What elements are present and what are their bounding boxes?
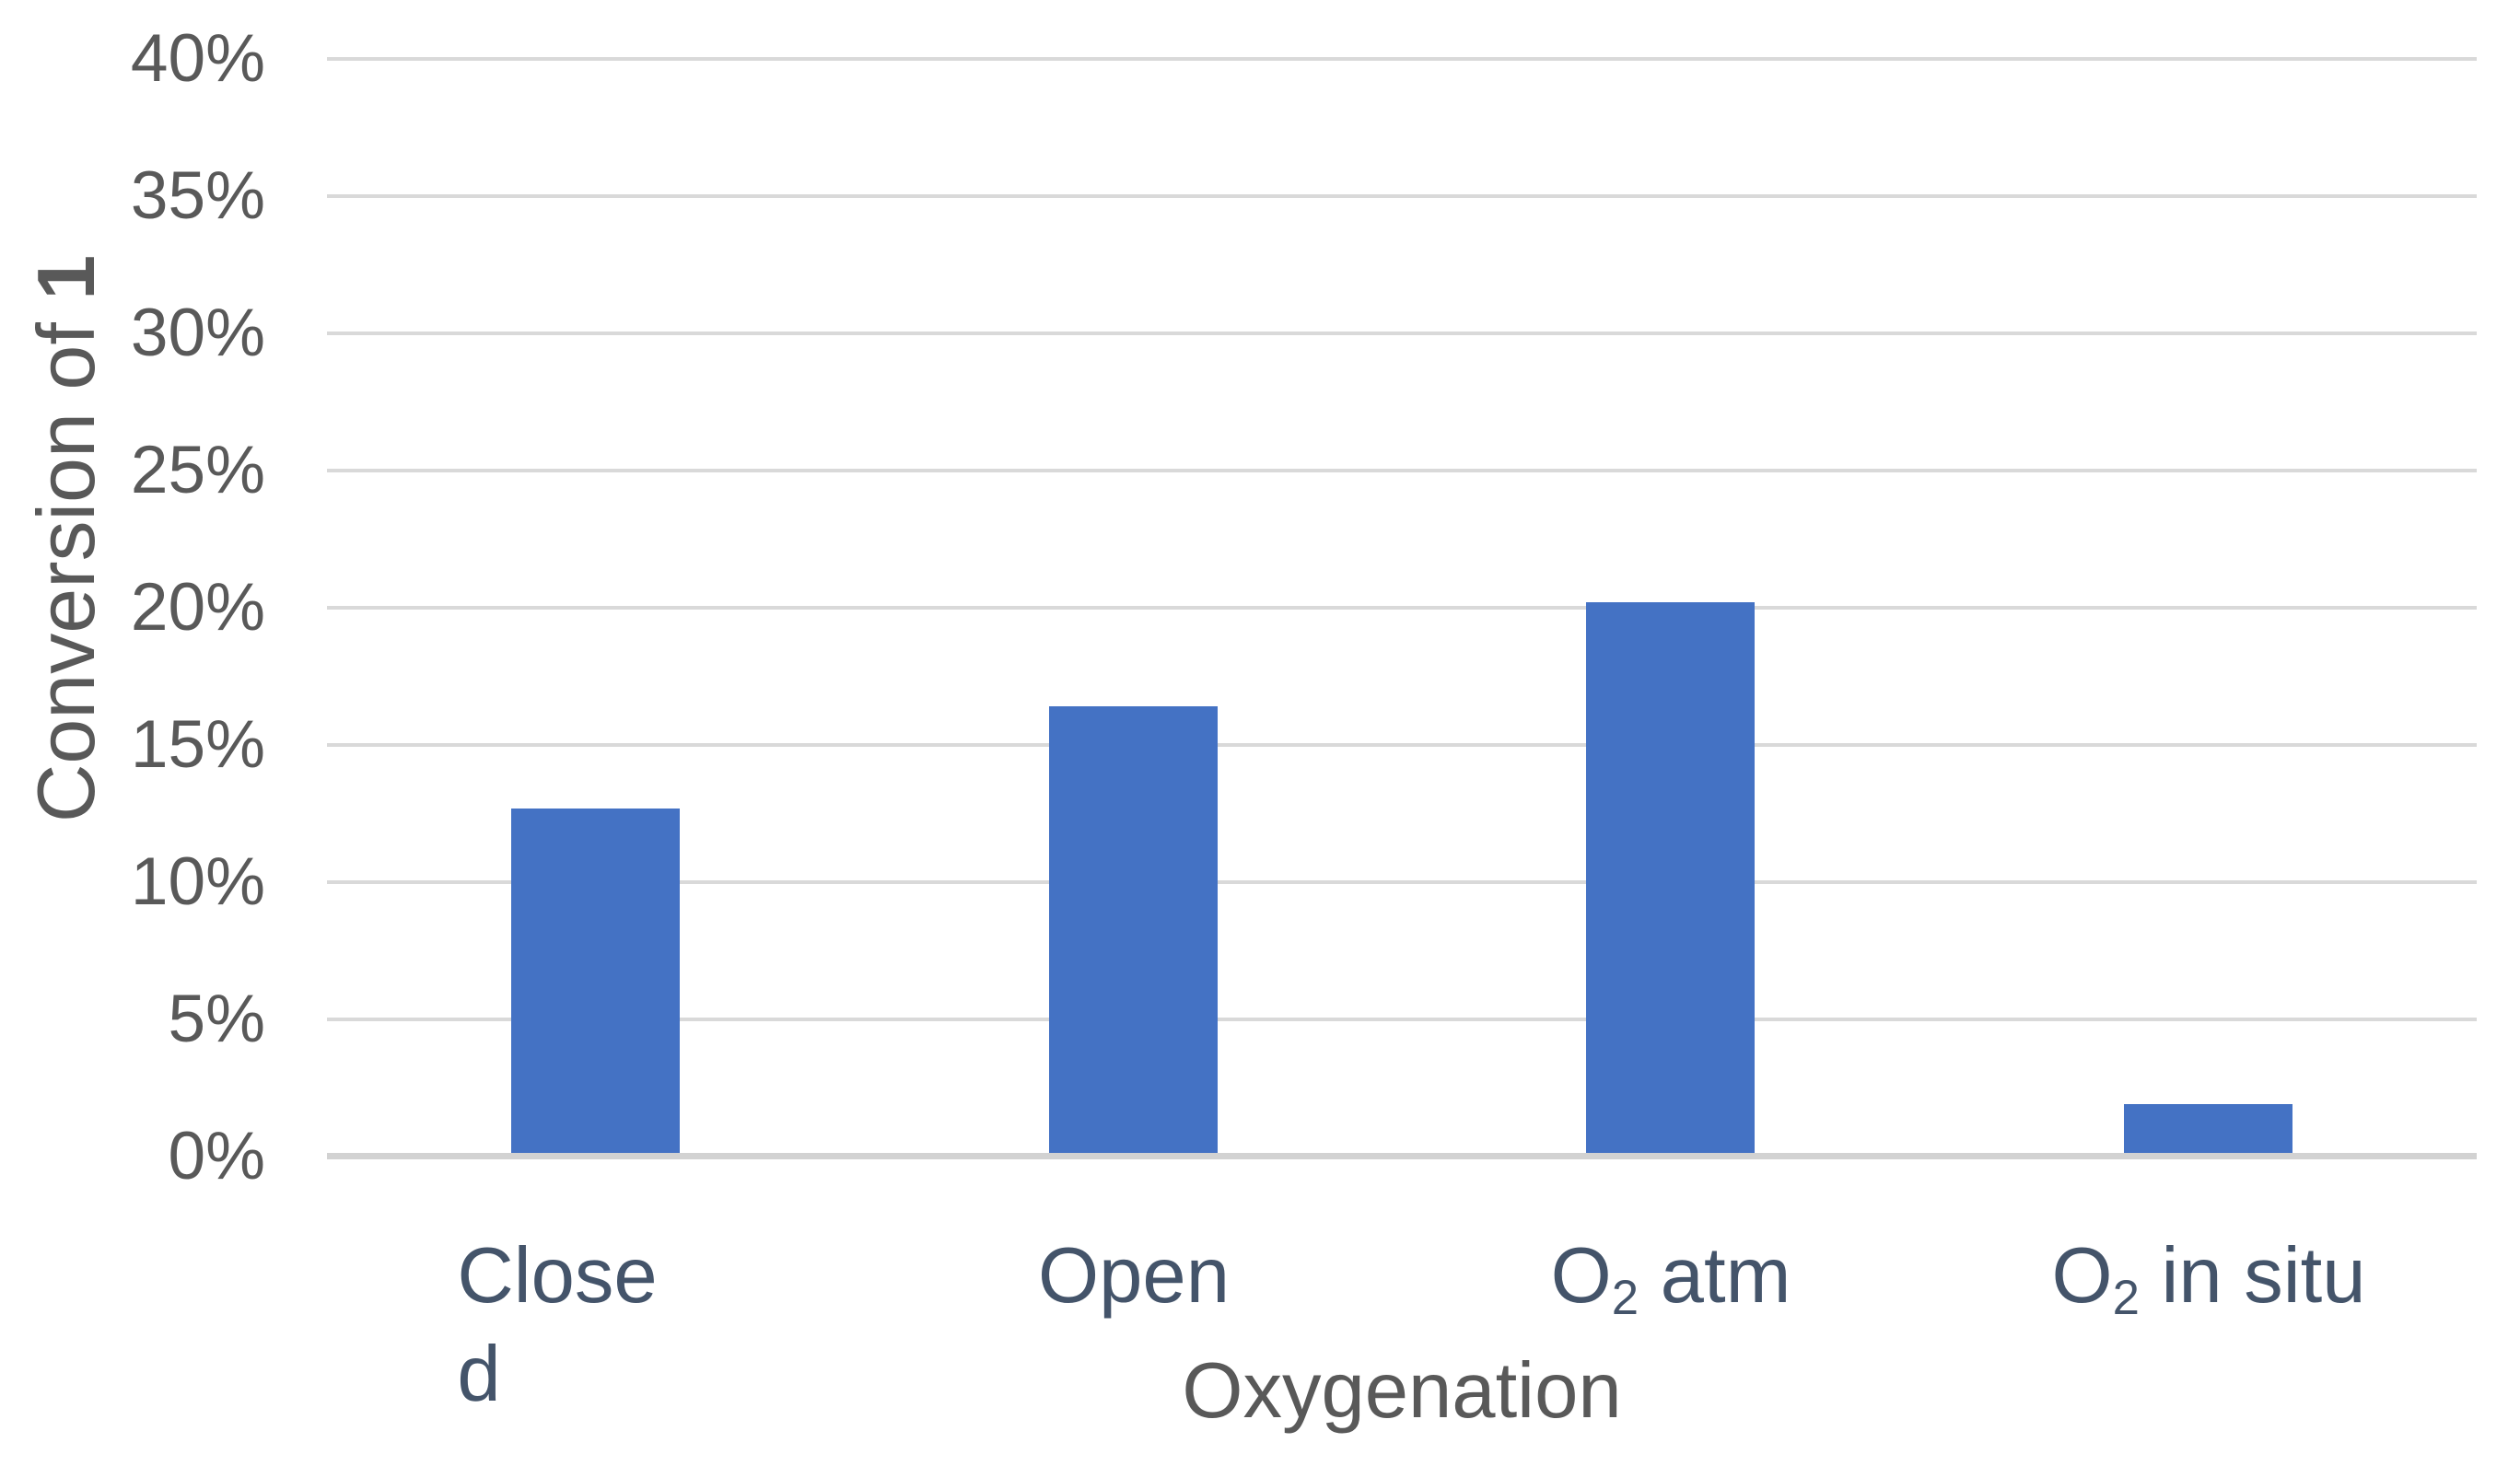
x-tick-wrapped-text: Close d [457,1232,658,1418]
gridline-25% [327,469,2477,472]
plot-area [327,57,2477,1159]
bar-open [1049,706,1218,1157]
x-tick-label-o2-in-situ: O2 in situ [1940,1227,2478,1335]
bar-o2-in-situ [2124,1104,2292,1157]
gridline-20% [327,606,2477,610]
label-text: in situ [2139,1232,2366,1320]
subscript-text: 2 [2112,1271,2140,1326]
y-tick-label-40pct: 40% [130,21,265,96]
x-axis-title: Oxygenation [1182,1347,1622,1435]
subscript-text: 2 [1611,1271,1639,1326]
x-axis-line [327,1153,2477,1159]
x-tick-label-open: Open [1038,1232,1230,1320]
gridline-30% [327,332,2477,335]
y-tick-label-35pct: 35% [130,158,265,233]
gridline-35% [327,194,2477,198]
y-axis-title-bold-number: 1 [20,254,111,300]
x-tick-label-closed: Close d [327,1227,865,1424]
label-text: O [2051,1232,2113,1320]
gridline-5% [327,1018,2477,1021]
y-tick-label-10pct: 10% [130,844,265,919]
y-tick-label-0pct: 0% [168,1119,265,1193]
gridline-40% [327,57,2477,61]
gridline-15% [327,743,2477,747]
gridline-10% [327,880,2477,884]
y-tick-label-20pct: 20% [130,570,265,645]
y-tick-label-30pct: 30% [130,296,265,370]
bar-closed [511,809,680,1157]
label-text: O [1550,1232,1612,1320]
label-text: atm [1639,1232,1791,1320]
bar-o2-atm [1586,602,1755,1157]
y-tick-label-25pct: 25% [130,433,265,507]
y-tick-label-15pct: 15% [130,707,265,782]
y-tick-label-5pct: 5% [168,982,265,1056]
x-tick-label-o2-atm: O2 atm [1402,1227,1940,1335]
